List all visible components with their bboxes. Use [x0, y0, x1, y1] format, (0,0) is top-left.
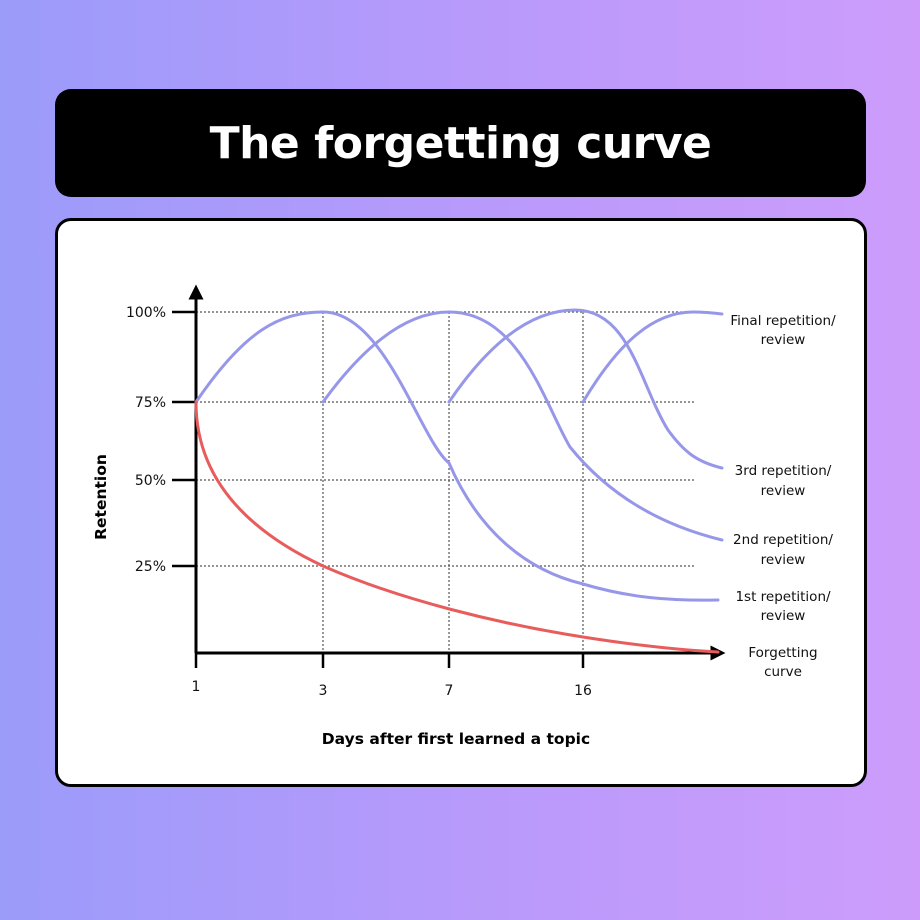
label-2nd-repetition-line1: 2nd repetition/ — [733, 532, 833, 548]
label-3rd-repetition-line1: 3rd repetition/ — [735, 463, 832, 479]
label-1st-repetition-line1: 1st repetition/ — [735, 589, 831, 605]
series-final-repetition — [581, 310, 724, 404]
label-3rd-repetition-line2: review — [761, 483, 806, 499]
y-axis-title: Retention — [92, 454, 110, 540]
label-final-repetition-line2: review — [761, 332, 806, 348]
label-final-repetition-line1: Final repetition/ — [730, 313, 836, 329]
label-2nd-repetition-line2: review — [761, 552, 806, 568]
title-banner: The forgetting curve — [55, 89, 866, 197]
series-2nd-repetition — [321, 310, 724, 542]
y-tick-label-25: 25% — [135, 559, 166, 575]
series-1st-repetition — [194, 310, 720, 602]
x-tick-label-3: 3 — [319, 683, 328, 699]
label-1st-repetition-line2: review — [761, 608, 806, 624]
x-tick-label-16: 16 — [574, 683, 592, 699]
page-title: The forgetting curve — [209, 117, 712, 169]
y-tick-label-75: 75% — [135, 395, 166, 411]
x-tick-label-7: 7 — [445, 683, 454, 699]
series-forgetting-curve — [194, 400, 720, 654]
label-forgetting-curve-line1: Forgetting — [748, 645, 817, 661]
y-tick-label-50: 50% — [135, 473, 166, 489]
x-tick-label-1: 1 — [192, 679, 201, 695]
label-forgetting-curve-line2: curve — [764, 664, 802, 680]
series-3rd-repetition — [447, 308, 724, 470]
y-tick-label-100: 100% — [126, 305, 166, 321]
x-axis-title: Days after first learned a topic — [322, 730, 590, 748]
